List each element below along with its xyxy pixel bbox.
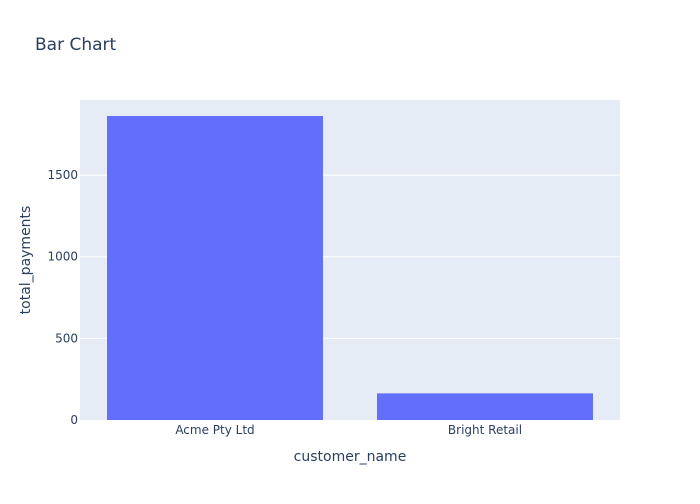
y-axis-ticks: 0 500 1000 1500	[47, 168, 78, 427]
x-tick-label: Bright Retail	[448, 423, 522, 437]
y-tick-label: 0	[70, 413, 78, 427]
x-tick-label: Acme Pty Ltd	[175, 423, 254, 437]
x-axis-label: customer_name	[294, 449, 407, 465]
x-axis-ticks: Acme Pty Ltd Bright Retail	[175, 423, 522, 437]
bar-bright-retail[interactable]	[377, 393, 593, 420]
y-tick-label: 1000	[47, 250, 78, 264]
chart-title: Bar Chart	[35, 35, 117, 55]
y-axis-label: total_payments	[18, 206, 34, 315]
y-tick-label: 500	[55, 331, 78, 345]
bars	[107, 116, 593, 420]
bar-acme-pty-ltd[interactable]	[107, 116, 323, 420]
y-tick-label: 1500	[47, 168, 78, 182]
